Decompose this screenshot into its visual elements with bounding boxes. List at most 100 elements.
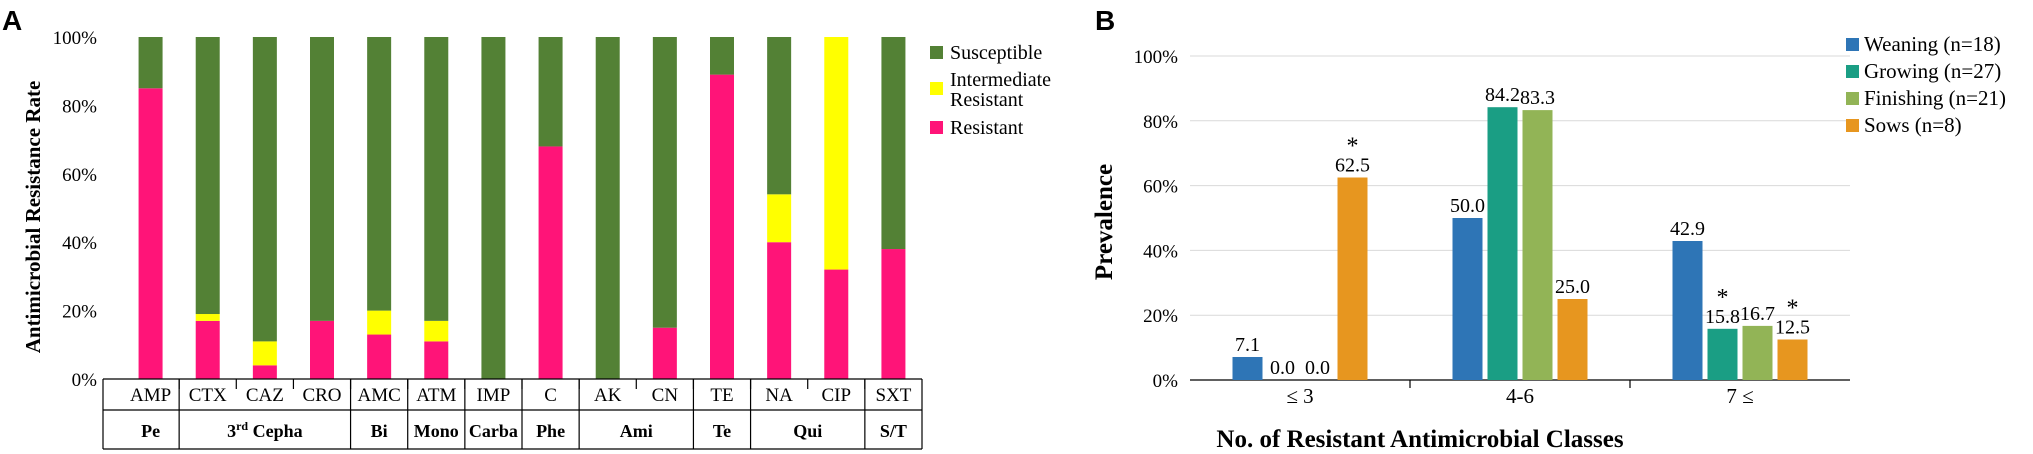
panel-a-y-axis-label: Antimicrobial Resistance Rate [21,81,45,354]
panel-b-x-tick-label: ≤ 3 [1286,384,1313,408]
panel-a-group-label: Qui [793,421,822,441]
panel-a-bar-segment [195,314,220,321]
panel-a-bar-segment [310,320,334,379]
panel-b-data-label: 16.7 [1740,303,1775,325]
panel-b-bar [1777,339,1808,380]
panel-a-bar-segment [824,37,849,270]
panel-a-group-label: Bi [371,421,388,441]
panel-a-group-label: Pe [141,421,160,441]
panel-a-bar-segment [652,327,677,379]
panel-b-data-label: 62.5 [1335,155,1370,177]
panel-a-group-label: Te [713,421,731,441]
panel-a-bar-segment [138,88,163,380]
panel-b-bar [1232,356,1263,380]
panel-a-legend-swatch [930,82,943,95]
panel-b-y-tick-label: 80% [1143,112,1178,133]
panel-a-legend-swatch [930,121,943,134]
panel-a-bars [138,37,906,380]
panel-a-category-label: CTX [189,385,227,406]
panel-b-data-label: 0.0 [1270,357,1295,379]
panel-b-x-tick-label: 4-6 [1506,384,1534,408]
panel-b-legend-swatch [1846,65,1859,78]
panel-b-data-label: 0.0 [1305,357,1330,379]
panel-b-legend-swatch [1846,38,1859,51]
panel-b-legend-label: Sows (n=8) [1864,113,1962,137]
panel-a-bar-segment [138,37,163,89]
panel-a-legend-label: Resistant [950,117,1024,139]
panel-b: B Prevalence No. of Resistant Antimicrob… [1091,5,2006,453]
panel-b-data-label: 7.1 [1235,334,1260,356]
panel-a-category-label: AMC [357,385,400,406]
panel-a-category-label: C [544,385,557,406]
panel-a-bar-segment [652,37,677,328]
panel-b-significance-star: * [1787,296,1799,322]
panel-b-bar [1487,107,1518,380]
panel-a-category-label: CN [652,385,679,406]
panel-b-y-tick-label: 60% [1143,177,1178,198]
panel-a-bar-segment [767,37,792,195]
panel-a-bar-segment [538,146,563,379]
panel-a-legend: SusceptibleIntermediateResistantResistan… [930,42,1051,139]
panel-a-category-label: CRO [302,385,341,406]
panel-b-y-tick-label: 20% [1143,306,1178,327]
panel-a-bar-segment [538,37,563,147]
panel-b-data-label: 83.3 [1520,87,1555,109]
panel-a-bar-segment [424,37,449,321]
panel-a-bar-segment [310,37,334,321]
panel-a-label: A [2,5,22,36]
panel-a-group-label: Carba [469,421,518,441]
panel-b-bar [1337,177,1368,380]
panel-b-significance-star: * [1717,285,1729,311]
panel-b-y-tick-label: 40% [1143,241,1178,262]
panel-b-legend-label: Finishing (n=21) [1864,86,2006,110]
panel-a-group-label: Phe [536,421,565,441]
panel-b-data-label: 25.0 [1555,276,1590,298]
panel-a-bar-segment [195,320,220,379]
panel-a-bar-segment [881,249,906,379]
panel-a-category-label: CAZ [246,385,284,406]
panel-a-category-label: ATM [416,385,456,406]
panel-a-group-label: Mono [414,421,459,441]
panel-b-bar [1452,218,1483,380]
panel-a-bar-segment [710,74,734,380]
panel-b-data-label: 42.9 [1670,218,1705,240]
panel-b-significance-star: * [1347,134,1359,160]
panel-b-y-axis-label: Prevalence [1091,164,1118,280]
panel-b-y-tick-label: 100% [1134,47,1179,68]
panel-a-bar-segment [195,37,220,315]
panel-a-y-tick-label: 0% [72,370,98,391]
panel-a-category-label: AMP [130,385,171,406]
panel-a-bar-segment [767,242,792,379]
panel-a-bar-segment [824,269,849,379]
panel-b-legend-swatch [1846,119,1859,132]
panel-a-bar-segment [595,37,620,379]
panel-b-legend-label: Weaning (n=18) [1864,32,2001,56]
panel-a-bar-segment [367,310,392,335]
panel-a-category-label: SXT [875,385,911,406]
panel-b-data-label: 15.8 [1705,306,1740,328]
panel-a-category-label: AK [594,385,622,406]
panel-a-y-tick-label: 80% [62,96,97,117]
panel-a-bar-segment [767,194,792,243]
panel-b-x-axis-label: No. of Resistant Antimicrobial Classes [1216,426,1623,453]
panel-a-category-table: AMP CTX CAZ CRO AMC ATM IMP C AK CN TE NA CIP SXT Pe 3r… [102,378,923,450]
panel-a-bar-segment [710,37,734,75]
panel-a-group-label: Ami [620,421,653,441]
panel-b-bars: 7.10.0 0.062.5*50.084.2 83.325.042.915.8*1… [1232,84,1810,380]
panel-b-data-label: 50.0 [1450,195,1485,217]
panel-a-bar-segment [424,341,449,379]
panel-a-bar-segment [252,365,277,379]
panel-b-y-tick-label: 0% [1153,371,1179,392]
panel-a-group-label: 3rd Cepha [227,419,303,441]
panel-a-bar-segment [881,37,906,250]
panel-a-y-ticks: 0% 20% 40% 60% 80% 100% [53,28,98,391]
panel-b-label: B [1095,5,1115,36]
panel-b-legend-label: Growing (n=27) [1864,59,2001,83]
panel-b-x-tick-label: 7 ≤ [1726,384,1753,408]
panel-a-category-label: TE [710,385,733,406]
panel-b-bar [1672,241,1703,380]
panel-a-y-tick-label: 60% [62,165,97,186]
panel-a-bar-segment [252,341,277,366]
panel-a-y-tick-label: 40% [62,233,97,254]
panel-a-category-label: NA [765,385,793,406]
